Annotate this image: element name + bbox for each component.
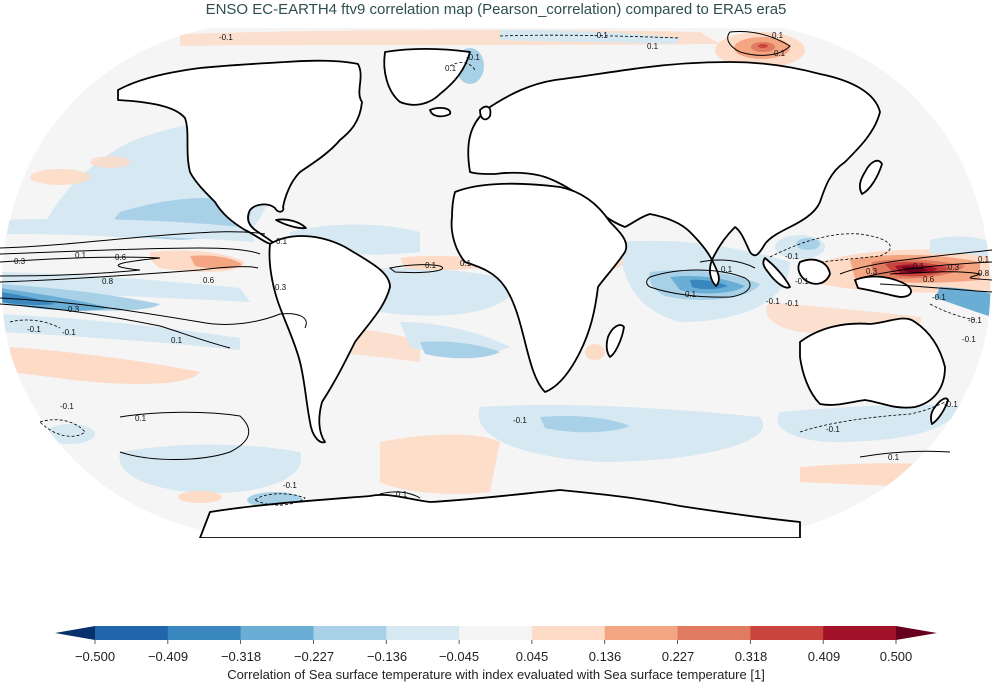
- colorbar-label: Correlation of Sea surface temperature w…: [227, 667, 765, 682]
- colorbar-segment: [167, 626, 242, 640]
- contour-label: -0.1: [513, 416, 527, 425]
- contour-lines: [0, 31, 992, 499]
- map-title: ENSO EC-EARTH4 ftv9 correlation map (Pea…: [205, 1, 787, 18]
- colorbar-segment: [823, 626, 897, 640]
- contour-label: -0.1: [785, 299, 799, 308]
- colorbar-segment: [459, 626, 533, 640]
- contour-label: 0.3: [866, 267, 878, 276]
- contour-label: 0.1: [888, 453, 900, 462]
- contour-label: 0.1: [276, 237, 288, 246]
- colorbar-tick: 0.500: [879, 649, 913, 664]
- contour-labels: 0.1 0.3 0.6 0.8 0.6 0.3 0.1 0.1 0.3 -0.1 -0.1 0.1 0.…: [14, 31, 990, 499]
- contour-label: 0.1: [135, 414, 147, 423]
- colorbar-ticks: −0.500 −0.409 −0.318 −0.227 −0.136 −0.04…: [0, 649, 992, 665]
- contour-label: 0.8: [978, 269, 990, 278]
- contour-label: -0.1: [27, 325, 41, 334]
- land: [117, 48, 949, 538]
- colorbar-extend-min: [55, 626, 95, 640]
- contour-label: 0.1: [774, 49, 786, 58]
- contour-label: 0.1: [425, 261, 437, 270]
- contour-label: -0.1: [283, 481, 297, 490]
- colorbar-tick: −0.409: [147, 649, 189, 664]
- colorbar-segment: [313, 626, 387, 640]
- colorbar-tick: 0.318: [734, 649, 768, 664]
- colorbar-tick: −0.045: [438, 649, 480, 664]
- contour-label: -0.1: [968, 316, 982, 325]
- contour-label: 0.3: [275, 283, 287, 292]
- contour-label: 0.3: [14, 257, 26, 266]
- contour-label: -0.1: [62, 328, 76, 337]
- contour-label: 0.6: [203, 276, 215, 285]
- contour-label: 0.1: [445, 64, 457, 73]
- contour-label: -0.1: [785, 252, 799, 261]
- colorbar-tick: 0.136: [588, 649, 622, 664]
- colorbar-segment: [604, 626, 679, 640]
- contour-label: -0.1: [826, 425, 840, 434]
- contour-label: 0.1: [913, 262, 925, 271]
- contour-label: -0.1: [60, 402, 74, 411]
- colorbar-segment: [240, 626, 314, 640]
- contour-label: -0.1: [594, 31, 608, 40]
- contour-label: 0.1: [647, 42, 659, 51]
- contour-label: 0.3: [948, 263, 960, 272]
- colorbar-tick: −0.500: [74, 649, 116, 664]
- colorbar-segment: [386, 626, 460, 640]
- colorbar-segment: [531, 626, 606, 640]
- colorbar-tick: −0.227: [293, 649, 335, 664]
- contour-label: 0.1: [396, 490, 408, 499]
- contour-label: -0.1: [962, 335, 976, 344]
- contour-label: 0.1: [772, 31, 784, 40]
- colorbar-tick: 0.409: [807, 649, 841, 664]
- colorbar-extend-max: [896, 626, 937, 640]
- dashed-contours: [9, 34, 976, 506]
- contour-label: 0.6: [115, 253, 127, 262]
- colorbar-segment: [750, 626, 824, 640]
- contour-label: 0.1: [75, 251, 87, 260]
- contour-label: 0.1: [460, 259, 472, 268]
- contour-label: 0.1: [978, 255, 990, 264]
- correlation-map: 0.1 0.3 0.6 0.8 0.6 0.3 0.1 0.1 0.3 -0.1 -0.1 0.1 0.…: [0, 22, 992, 538]
- contour-label: 0.1: [685, 290, 697, 299]
- contour-label: 0.3: [68, 305, 80, 314]
- colorbar-tick: 0.045: [515, 649, 549, 664]
- colorbar-tick: 0.227: [661, 649, 695, 664]
- contour-label: 0.1: [721, 265, 733, 274]
- colorbar-segment: [95, 626, 169, 640]
- colorbar: [0, 622, 992, 683]
- contour-label: 0.6: [923, 275, 935, 284]
- contour-label: -0.1: [466, 53, 480, 62]
- colorbar-tick: −0.318: [220, 649, 262, 664]
- contour-label: -0.1: [932, 293, 946, 302]
- colorbar-tick: −0.136: [366, 649, 408, 664]
- contour-label: -0.1: [944, 400, 958, 409]
- contour-label: 0.8: [102, 277, 114, 286]
- contour-label: -0.1: [219, 33, 233, 42]
- contour-label: 0.1: [171, 336, 183, 345]
- contour-label: -0.1: [766, 297, 780, 306]
- colorbar-segment: [677, 626, 751, 640]
- contour-label: -0.1: [795, 277, 809, 286]
